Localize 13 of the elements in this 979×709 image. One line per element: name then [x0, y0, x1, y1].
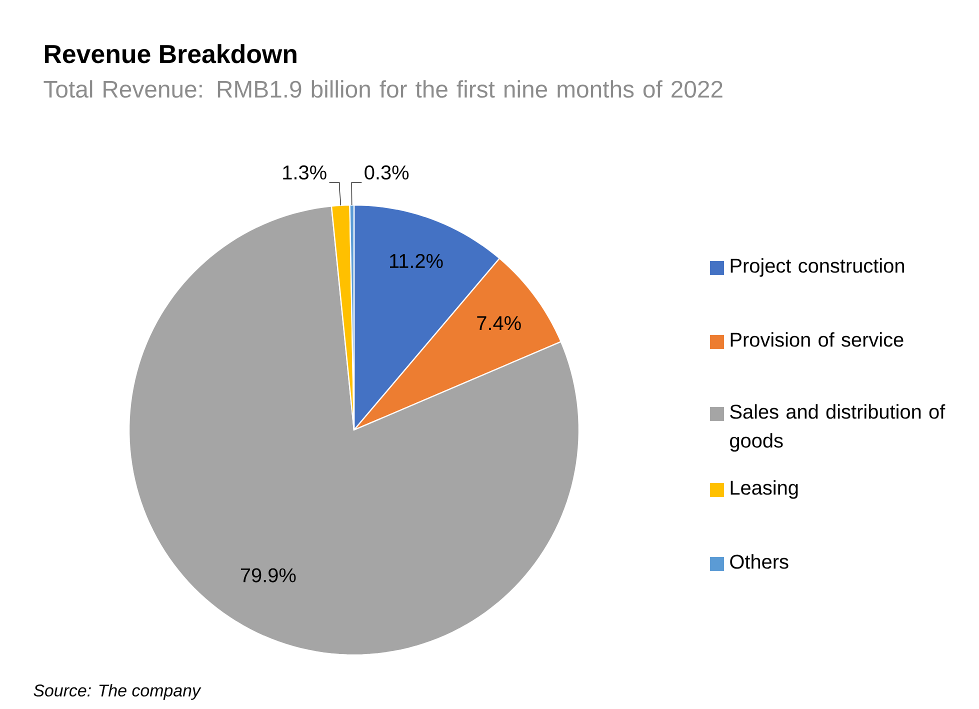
legend-label: Sales and distribution of goods	[730, 404, 946, 452]
data-label: 7.4%	[477, 316, 521, 330]
chart-subtitle: Total Revenue: RMB1.9 billion for the first nine months of 2022	[44, 80, 722, 98]
data-label: 11.2%	[390, 254, 443, 268]
data-label: 1.3%	[283, 165, 326, 180]
legend-label: Project construction	[730, 258, 904, 277]
data-label: 0.3%	[364, 165, 409, 180]
legend-label: Others	[730, 554, 788, 569]
legend-label: Leasing	[730, 480, 798, 499]
chart-title: Revenue Breakdown	[44, 44, 296, 64]
data-label: 79.9%	[240, 568, 296, 582]
source-note: Source: The company	[34, 684, 202, 700]
legend-label: Provision of service	[730, 332, 904, 347]
